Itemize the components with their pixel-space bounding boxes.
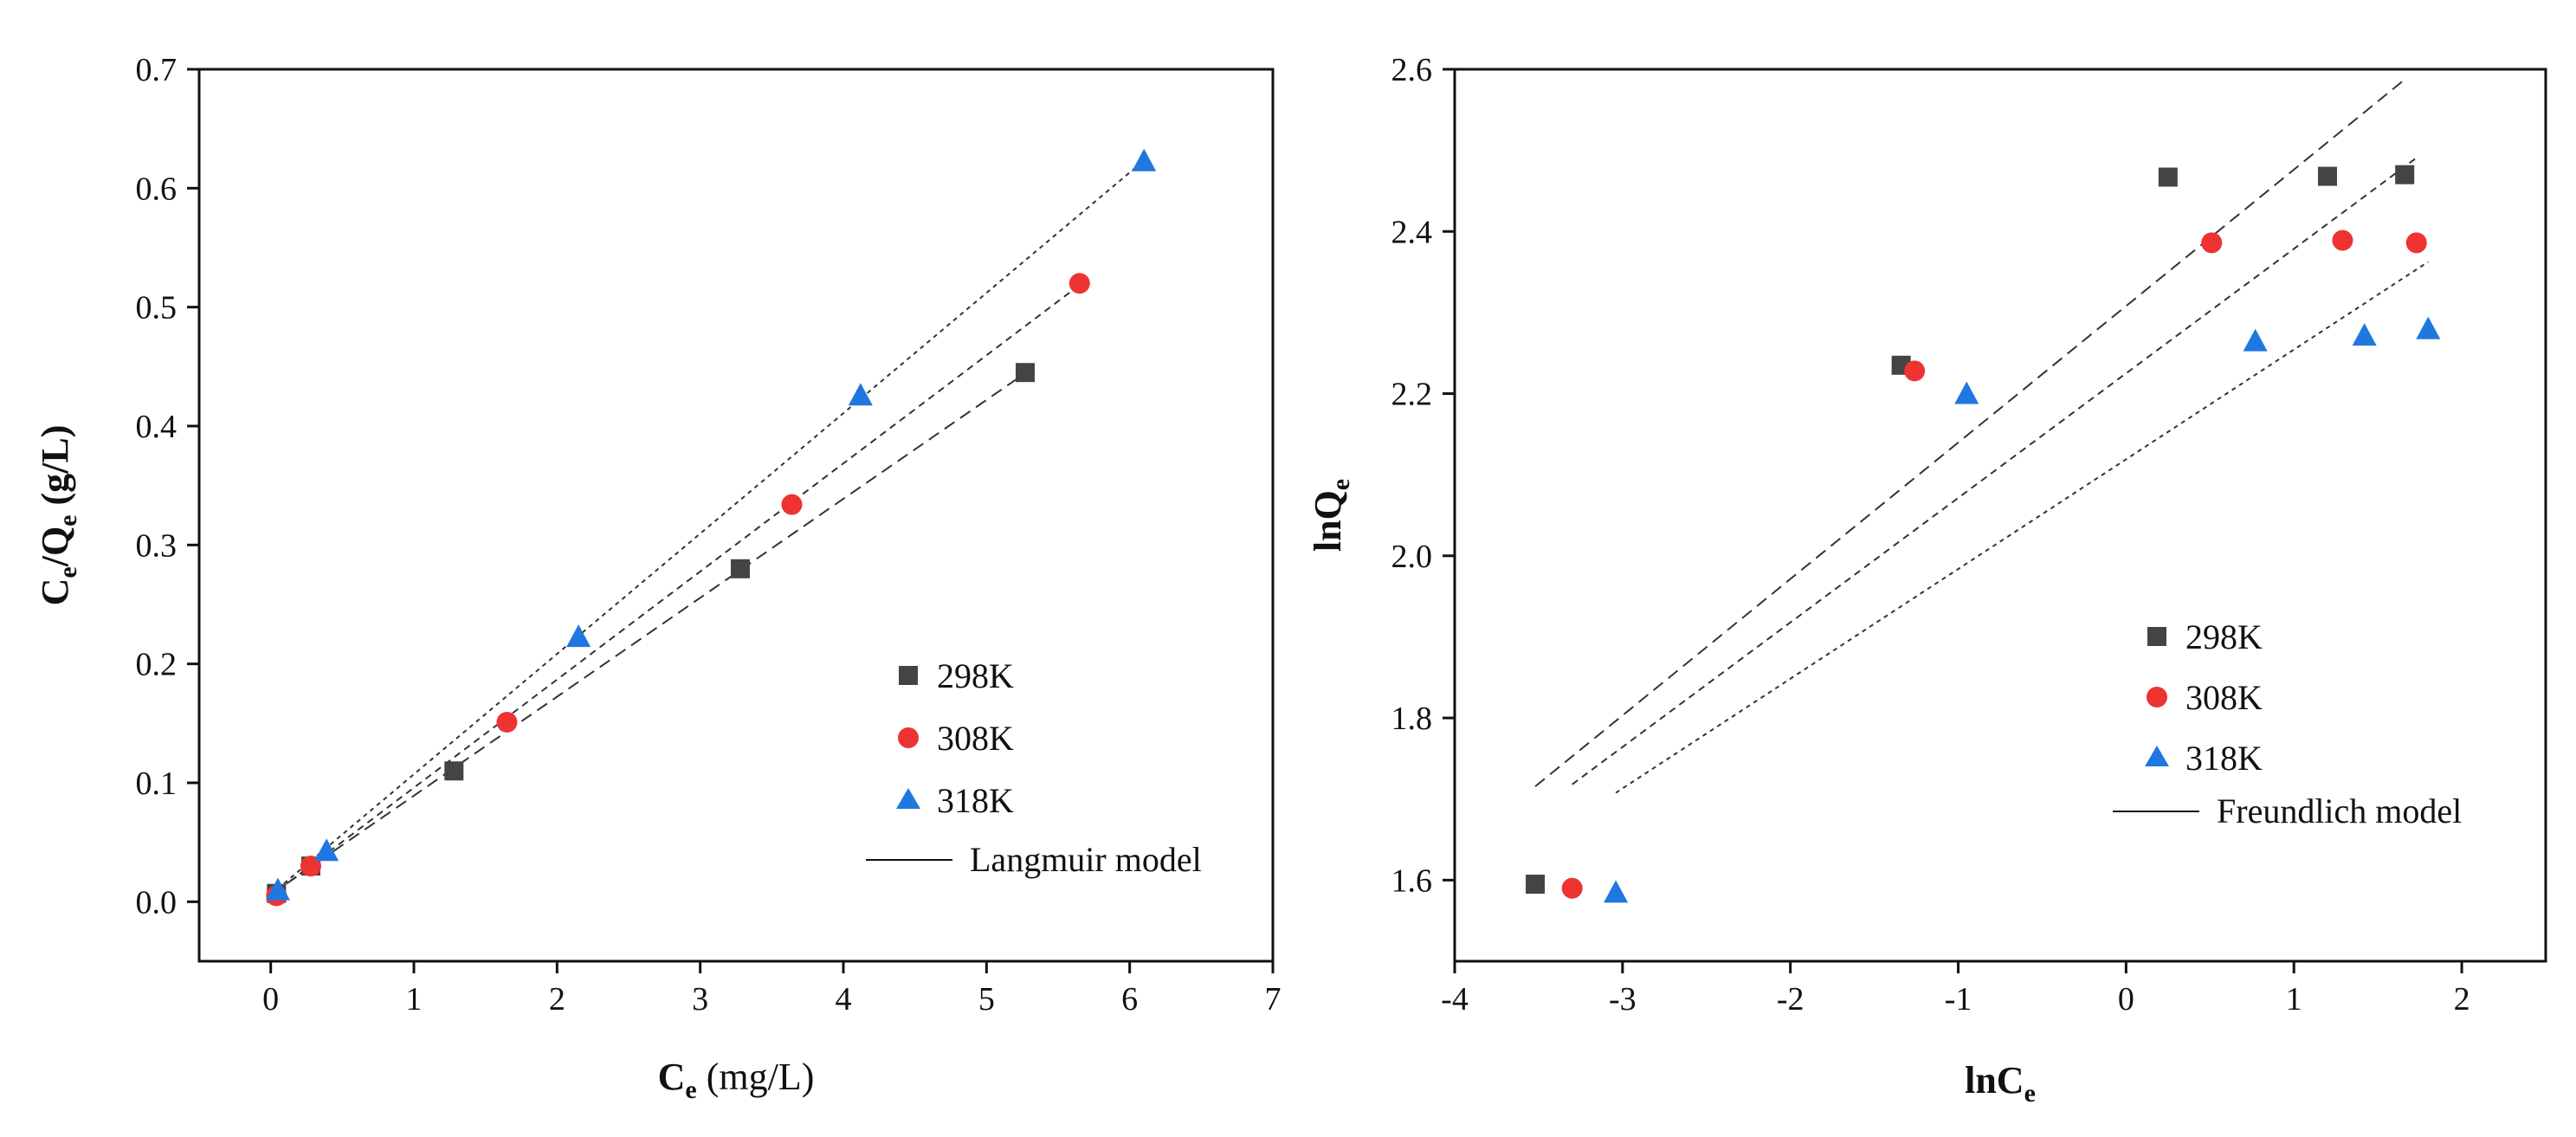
langmuir-x-tick-label: 7 [1265,981,1282,1017]
langmuir-y-tick-label: 0.0 [136,884,178,921]
langmuir-point-318k [314,838,339,862]
legend-318k-label: 318K [2185,739,2263,778]
freundlich-x-axis-title: lnCe [1965,1059,2036,1108]
freundlich-y-tick-label: 1.8 [1391,701,1433,737]
langmuir-point-298k [730,559,750,578]
langmuir-y-tick-label: 0.7 [136,52,178,88]
freundlich-chart: -4 -3 -2 -1 0 1 21.61.82.02.22.42.6 lnCe lnQe … [1307,52,2547,1108]
legend-langmuir-model-label: Langmuir model [970,840,1202,879]
langmuir-point-308k [1068,273,1090,294]
legend-freundlich-model-label: Freundlich model [2217,791,2462,830]
freundlich-point-318k [2416,316,2441,339]
freundlich-point-308k [1904,360,1926,382]
legend-318k-label: 318K [937,781,1014,820]
legend-298k-label: 298K [937,656,1014,695]
freundlich-y-tick-label: 2.0 [1391,539,1433,575]
freundlich-x-tick-label: 2 [2454,981,2470,1017]
freundlich-point-298k [2318,166,2337,186]
legend-318k-marker [896,788,920,809]
langmuir-x-tick-label: 3 [692,981,708,1017]
freundlich-legend: 298K 308K 318K Freundlich model [2113,617,2462,830]
freundlich-point-318k [2243,328,2268,352]
freundlich-x-tick-label: 0 [2118,981,2134,1017]
langmuir-y-tick-label: 0.1 [136,766,178,802]
langmuir-y-tick-label: 0.3 [136,527,178,564]
langmuir-x-tick-label: 4 [836,981,852,1017]
freundlich-y-tick-label: 2.4 [1391,214,1433,250]
freundlich-x-tick-label: -3 [1609,981,1637,1017]
freundlich-point-318k [1954,381,1979,404]
legend-298k-marker [899,666,918,685]
langmuir-legend: 298K 308K 318K Langmuir model [866,656,1202,879]
langmuir-x-tick-label: 2 [549,981,565,1017]
freundlich-plot-frame [1453,68,2547,963]
freundlich-point-318k [2352,323,2377,346]
freundlich-x-tick-label: -1 [1945,981,1972,1017]
langmuir-plot-frame [197,68,1275,963]
langmuir-y-tick-label: 0.5 [136,290,178,326]
legend-308k-marker [2147,687,2167,707]
langmuir-point-308k [781,494,803,515]
freundlich-fit-line-308k [1572,157,2418,785]
legend-308k-label: 308K [2185,678,2263,717]
freundlich-data-points [1526,165,2441,903]
freundlich-point-308k [2405,232,2427,254]
freundlich-point-308k [2201,232,2223,254]
freundlich-axes: -4 -3 -2 -1 0 1 2 1.6 1.8 2.0 2.2 2.4 2.6 [1391,52,2470,1017]
langmuir-point-318k [848,383,873,406]
langmuir-y-tick-label: 0.6 [136,171,178,207]
langmuir-x-axis-title: Ce (mg/L) [658,1056,815,1104]
langmuir-point-318k [566,624,591,648]
legend-308k-label: 308K [937,719,1014,758]
legend-318k-marker [2145,746,2169,766]
freundlich-x-tick-label: -2 [1777,981,1804,1017]
langmuir-fit-lines [270,159,1145,897]
freundlich-y-tick-label: 2.6 [1391,52,1433,88]
freundlich-y-tick-label: 1.6 [1391,862,1433,899]
langmuir-x-tick-label: 6 [1121,981,1138,1017]
legend-298k-label: 298K [2185,617,2263,656]
freundlich-fit-lines [1534,79,2429,794]
langmuir-y-axis-title: Ce/Qe (g/L) [34,425,82,606]
freundlich-x-tick-label: -4 [1441,981,1469,1017]
langmuir-x-tick-label: 5 [978,981,995,1017]
langmuir-chart: 0 1 2 3 4 5 6 7 0.0 0.1 0.2 0.3 0.4 0.5 0.6 0.7 Ce (mg/… [34,52,1282,1104]
langmuir-y-tick-label: 0.2 [136,647,178,683]
freundlich-point-308k [1561,877,1583,899]
freundlich-fit-line-298k [1534,79,2405,787]
langmuir-fit-line-298k [270,372,1026,895]
langmuir-point-318k [1132,148,1157,171]
langmuir-y-tick-label: 0.4 [136,409,178,445]
freundlich-point-298k [1526,875,1546,895]
freundlich-point-318k [1604,880,1629,903]
langmuir-data-points [265,148,1157,907]
langmuir-axes: 0 1 2 3 4 5 6 7 0.0 0.1 0.2 0.3 0.4 0.5 0.6 0.7 [136,52,1282,1017]
langmuir-point-298k [1015,363,1035,383]
freundlich-fit-line-318k [1615,261,2429,794]
langmuir-x-tick-label: 0 [262,981,279,1017]
freundlich-x-tick-label: 1 [2286,981,2302,1017]
langmuir-point-308k [496,711,518,733]
legend-308k-marker [898,727,919,748]
freundlich-point-298k [2395,165,2415,184]
legend-298k-marker [2147,627,2166,646]
freundlich-point-308k [2332,229,2353,251]
langmuir-point-298k [444,761,464,781]
freundlich-y-axis-title: lnQe [1307,479,1355,552]
freundlich-y-tick-label: 2.2 [1391,377,1433,413]
langmuir-x-tick-label: 1 [406,981,423,1017]
freundlich-point-298k [2158,167,2178,187]
langmuir-point-318k [265,877,290,901]
